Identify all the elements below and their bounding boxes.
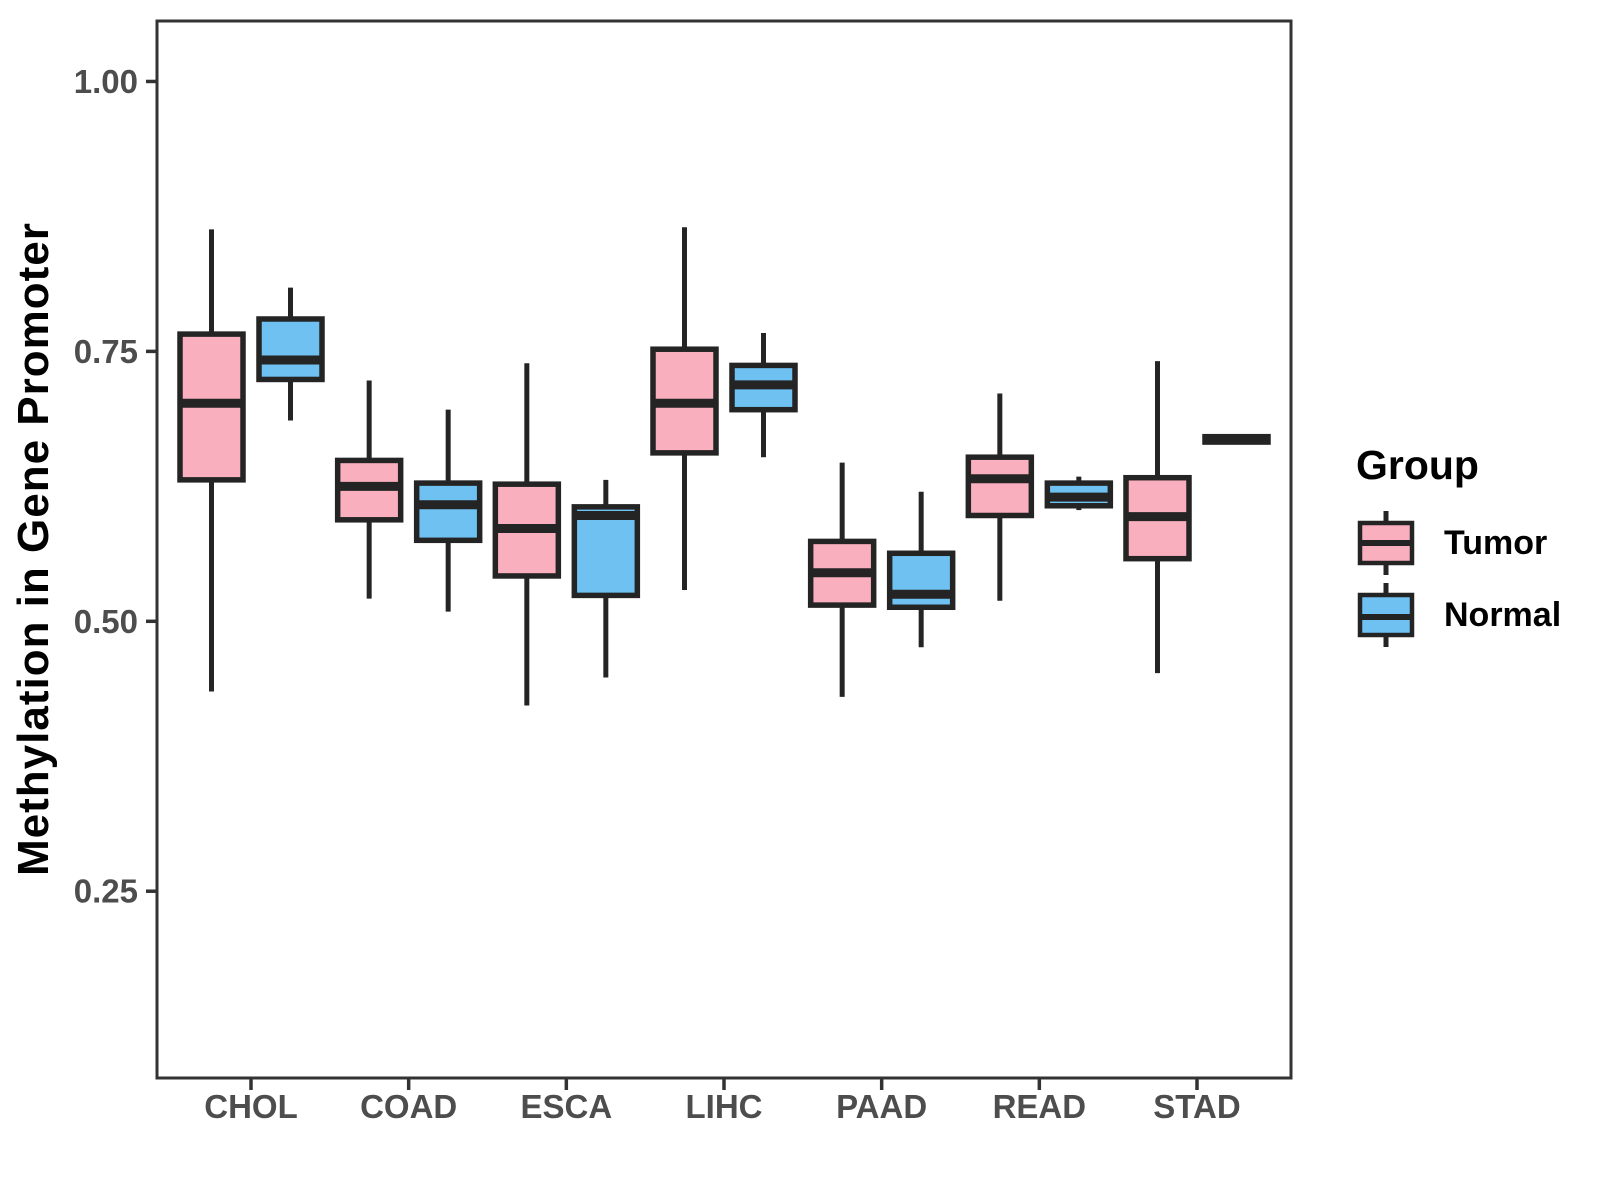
legend-entry-label: Normal: [1444, 595, 1562, 634]
box-PAAD-Normal: [886, 491, 956, 648]
box-LIHC-Normal: [729, 333, 798, 458]
legend-entry-normal: Normal: [1356, 581, 1561, 649]
box-READ-Normal: [1044, 476, 1114, 511]
x-tick-label: ESCA: [520, 1088, 612, 1125]
box-COAD-Normal: [413, 409, 483, 612]
iqr-box: [965, 454, 1035, 519]
x-tick-label: COAD: [360, 1088, 457, 1125]
iqr-box: [413, 480, 483, 544]
x-tick-label: STAD: [1153, 1088, 1240, 1125]
box-CHOL-Normal: [256, 287, 325, 421]
box-STAD-Normal: [1202, 433, 1271, 445]
y-axis-title: Methylation in Gene Promoter: [9, 222, 58, 877]
x-tick-label: LIHC: [686, 1088, 763, 1125]
iqr-box: [571, 504, 641, 599]
box-ESCA-Normal: [571, 479, 641, 678]
normal-boxplot-key-icon: [1357, 583, 1415, 647]
legend-entry-label: Tumor: [1444, 523, 1548, 562]
box-PAAD-Tumor: [807, 462, 877, 697]
x-tick-label: READ: [993, 1088, 1087, 1125]
iqr-box: [256, 316, 325, 383]
box-COAD-Tumor: [334, 380, 404, 599]
box-LIHC-Tumor: [650, 227, 719, 590]
x-tick-label: CHOL: [204, 1088, 298, 1125]
legend-title: Group: [1356, 442, 1479, 488]
y-tick-label: 0.75: [74, 333, 138, 370]
x-tick-label: PAAD: [836, 1088, 927, 1125]
box-STAD-Tumor: [1123, 361, 1192, 674]
iqr-box: [886, 550, 956, 611]
tumor-boxplot-key-icon: [1357, 511, 1415, 575]
box-CHOL-Tumor: [177, 229, 246, 692]
plot-panel-border: [155, 19, 1293, 1080]
y-tick-label: 1.00: [74, 63, 138, 100]
legend-entry-tumor: Tumor: [1356, 509, 1561, 577]
legend: Group Tumor Normal: [1356, 442, 1561, 653]
y-tick-label: 0.25: [74, 873, 138, 910]
box-ESCA-Tumor: [492, 363, 562, 706]
y-tick-label: 0.50: [74, 603, 138, 640]
box-READ-Tumor: [965, 393, 1035, 601]
